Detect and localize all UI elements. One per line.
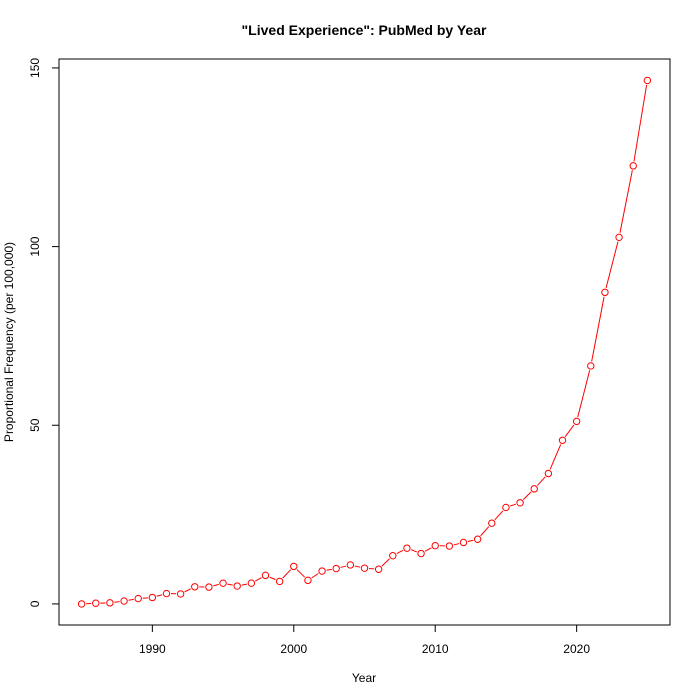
data-point: [558, 436, 567, 444]
series-segment: [213, 583, 219, 587]
x-tick-label: 2020: [563, 642, 590, 656]
data-point: [516, 499, 524, 507]
data-point: [275, 577, 284, 586]
series-segment: [494, 510, 504, 521]
data-point: [120, 597, 128, 605]
data-point: [601, 288, 609, 297]
data-point: [219, 579, 227, 587]
data-point: [247, 579, 256, 587]
data-point: [643, 76, 652, 85]
series-segment: [396, 549, 404, 555]
data-point: [473, 535, 482, 543]
series-segment: [269, 576, 276, 581]
data-point: [502, 503, 510, 512]
data-point: [346, 561, 355, 569]
data-point: [360, 564, 369, 572]
data-point: [233, 582, 241, 590]
series-segment: [354, 565, 361, 568]
data-point: [389, 551, 397, 560]
series-segment: [282, 569, 292, 579]
data-point: [488, 519, 496, 527]
data-point: [431, 541, 439, 550]
data-point: [92, 599, 100, 607]
data-point: [290, 562, 298, 571]
y-tick-label: 100: [28, 236, 42, 256]
data-point: [403, 544, 411, 552]
series-layer: [77, 76, 652, 608]
data-point: [587, 362, 595, 370]
series-segment: [156, 594, 163, 597]
x-tick-label: 2000: [280, 642, 307, 656]
chart-title: "Lived Experience": PubMed by Year: [242, 22, 487, 38]
series-segment: [241, 583, 248, 586]
series-segment: [255, 577, 262, 582]
series-segment: [619, 170, 633, 233]
data-point: [134, 594, 142, 603]
series-segment: [591, 296, 605, 362]
y-tick-label: 150: [28, 58, 42, 78]
series-segment: [326, 568, 332, 571]
data-point: [176, 590, 185, 598]
series-segment: [340, 565, 347, 568]
data-point: [459, 538, 468, 547]
plot-frame: [58, 58, 671, 626]
data-point: [162, 589, 171, 598]
series-segment: [296, 569, 306, 578]
series-segment: [564, 424, 575, 437]
data-point: [374, 565, 383, 573]
series-segment: [424, 547, 432, 552]
data-point: [417, 549, 425, 558]
data-point: [148, 593, 157, 602]
y-tick-label: 0: [28, 600, 42, 607]
data-point: [615, 233, 623, 242]
data-point: [629, 162, 637, 170]
series-segment: [633, 84, 648, 162]
series-segment: [184, 588, 191, 593]
data-point: [572, 417, 581, 426]
series-segment: [480, 526, 490, 537]
series-segment: [467, 539, 474, 542]
data-point: [318, 567, 326, 575]
data-point: [445, 542, 454, 550]
series-segment: [522, 491, 532, 500]
y-axis: 0 50 100 150: [28, 58, 60, 607]
data-point: [205, 583, 213, 591]
series-segment: [227, 583, 233, 586]
x-axis-label: Year: [352, 671, 376, 685]
data-point: [77, 600, 86, 608]
y-axis-label: Proportional Frequency (per 100,000): [2, 242, 16, 442]
x-axis: 1990 2000 2010 2020: [139, 624, 590, 656]
y-tick-label: 50: [28, 418, 42, 432]
x-tick-label: 1990: [139, 642, 166, 656]
series-segment: [128, 598, 134, 601]
data-point: [544, 469, 553, 478]
data-point: [304, 576, 312, 585]
series-segment: [510, 503, 516, 507]
data-point: [530, 485, 538, 493]
data-point: [261, 571, 270, 580]
series-segment: [453, 543, 460, 546]
data-point: [106, 599, 114, 607]
x-tick-label: 2010: [422, 642, 449, 656]
series-segment: [410, 549, 418, 553]
data-point: [191, 583, 199, 591]
series-segment: [577, 370, 591, 418]
series-segment: [311, 573, 319, 579]
series-segment: [549, 444, 562, 470]
series-segment: [114, 601, 120, 603]
series-segment: [381, 558, 390, 567]
series-segment: [605, 241, 619, 289]
data-point: [332, 564, 340, 573]
series-segment: [536, 476, 546, 486]
